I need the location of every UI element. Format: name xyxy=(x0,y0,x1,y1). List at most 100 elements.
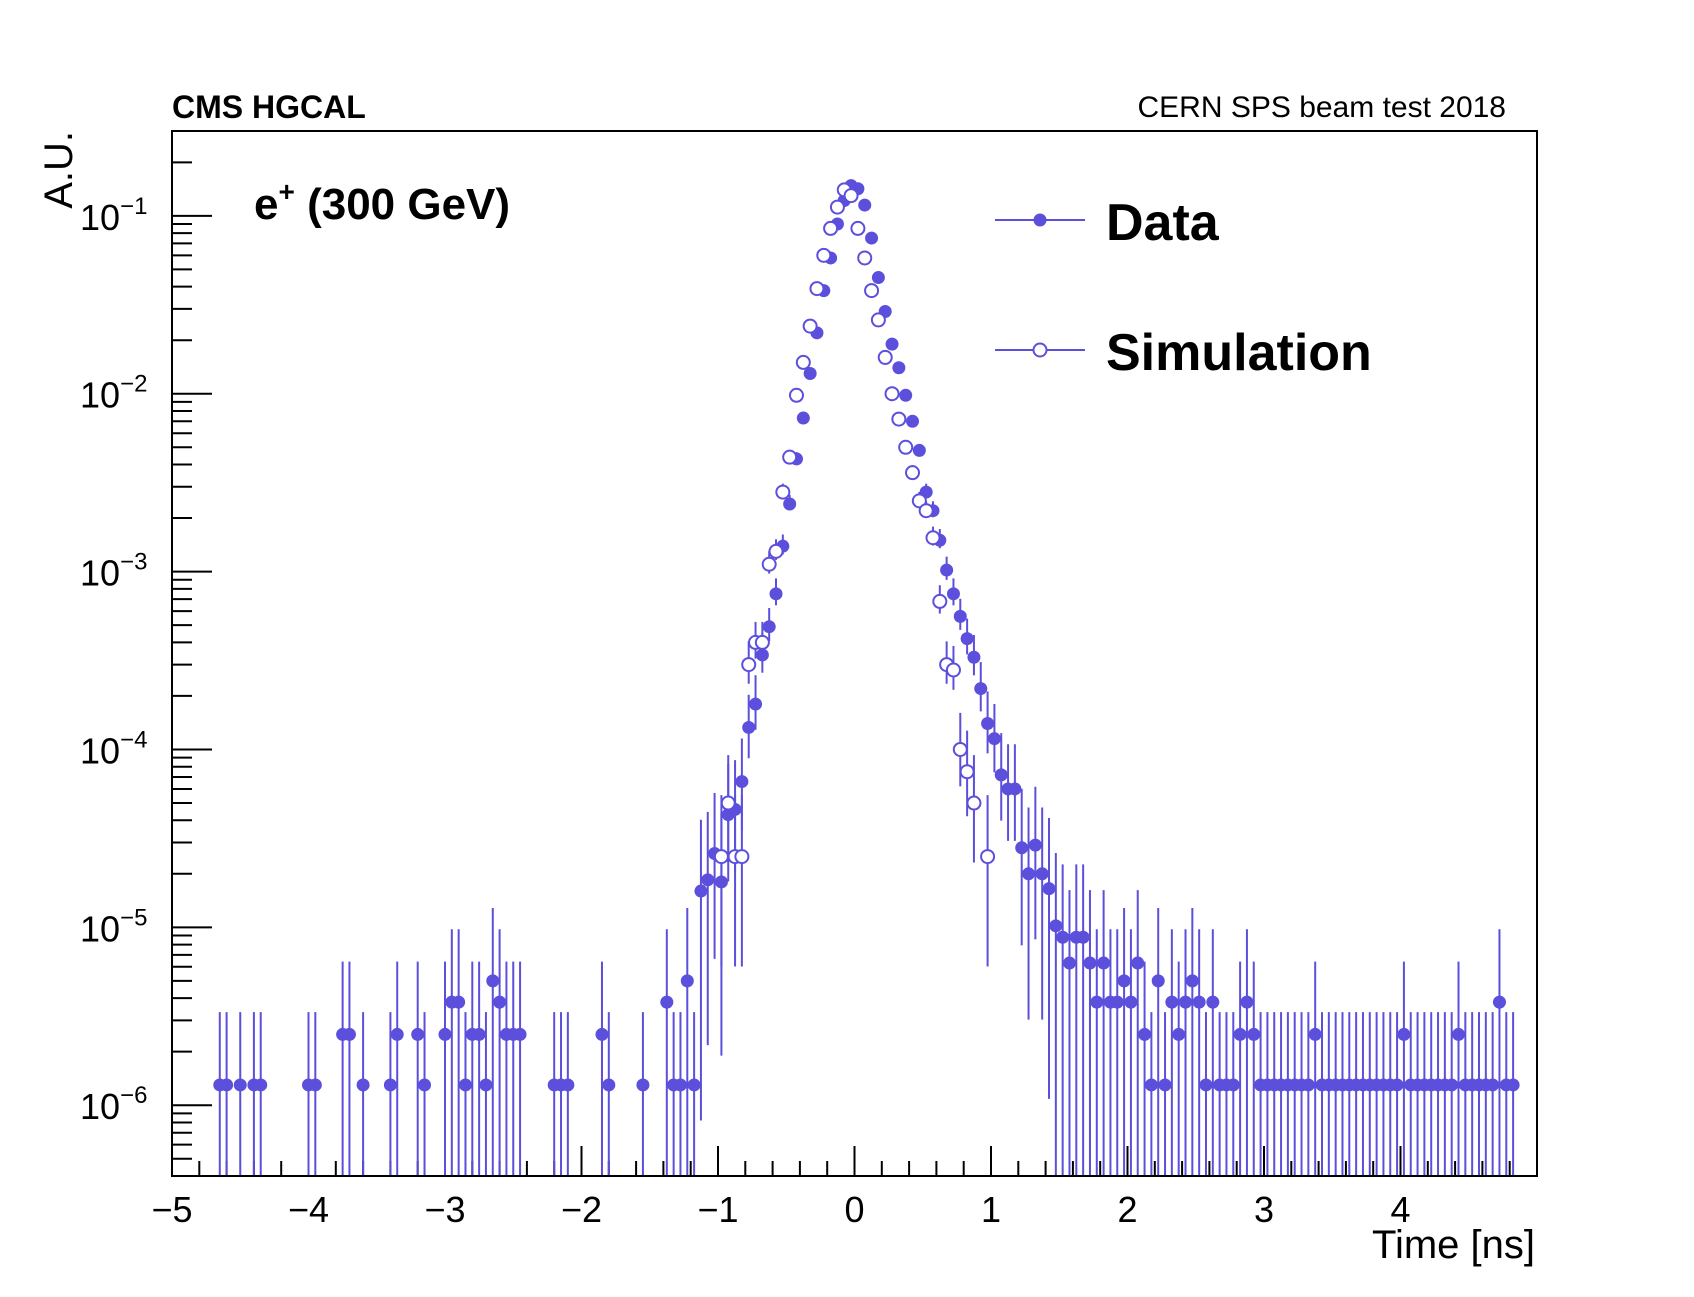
data-point xyxy=(762,620,776,634)
data-point xyxy=(1492,995,1506,1009)
data-point xyxy=(1144,1078,1158,1092)
data-point xyxy=(1117,974,1131,988)
simulation-point xyxy=(911,493,927,509)
data-point xyxy=(513,1027,527,1041)
simulation-point xyxy=(932,593,948,609)
data-point xyxy=(438,1027,452,1041)
data-point xyxy=(1008,782,1022,796)
y-tick-label-base: 10 xyxy=(80,197,120,238)
data-point xyxy=(1301,1078,1315,1092)
y-tick-label: 10−6 xyxy=(80,1082,147,1127)
data-point xyxy=(1192,995,1206,1009)
x-tick-label: 2 xyxy=(1117,1189,1137,1230)
simulation-point xyxy=(816,247,832,263)
data-point xyxy=(356,1078,370,1092)
data-point xyxy=(735,775,749,789)
data-point xyxy=(871,271,885,285)
simulation-point xyxy=(823,220,839,236)
data-point xyxy=(561,1078,575,1092)
data-point xyxy=(1076,930,1090,944)
data-point xyxy=(390,1027,404,1041)
x-axis-tick-labels: −5 −4 −3 −2 −1 0 1 2 3 4 xyxy=(151,1189,1410,1230)
data-point xyxy=(220,1078,234,1092)
y-tick-label-exponent: −5 xyxy=(120,904,147,931)
simulation-point xyxy=(788,387,804,403)
data-point xyxy=(1097,956,1111,970)
data-point xyxy=(1124,995,1138,1009)
data-point xyxy=(694,884,708,898)
data-point xyxy=(233,1078,247,1092)
data-point xyxy=(1015,841,1029,855)
y-tick-label-exponent: −1 xyxy=(120,193,147,220)
data-point xyxy=(940,563,954,577)
x-tick-label: 3 xyxy=(1254,1189,1274,1230)
simulation-point xyxy=(850,220,866,236)
x-axis-label: Time [ns] xyxy=(1372,1223,1535,1267)
data-point xyxy=(865,231,879,245)
data-point xyxy=(1179,995,1193,1009)
y-tick-label: 10−1 xyxy=(80,193,147,238)
data-point xyxy=(479,1078,493,1092)
simulation-point xyxy=(877,349,893,365)
x-tick-label: 1 xyxy=(981,1189,1001,1230)
data-point xyxy=(1185,974,1199,988)
simulation-point xyxy=(870,312,886,328)
legend-simulation-label: Simulation xyxy=(1106,324,1372,382)
chart-title-left: CMS HGCAL xyxy=(172,89,366,125)
data-point xyxy=(967,650,981,664)
data-point xyxy=(411,1027,425,1041)
y-tick-label: 10−3 xyxy=(80,549,147,594)
x-axis-ticks xyxy=(171,1146,1538,1176)
data-point xyxy=(1158,1078,1172,1092)
data-point xyxy=(1397,1027,1411,1041)
y-tick-label-exponent: −3 xyxy=(120,549,147,576)
data-point xyxy=(1206,995,1220,1009)
data-point xyxy=(1452,1027,1466,1041)
data-point xyxy=(701,873,715,887)
data-point xyxy=(452,995,466,1009)
data-point xyxy=(892,361,906,375)
simulation-point xyxy=(898,439,914,455)
data-point xyxy=(1240,995,1254,1009)
chart-title-right: CERN SPS beam test 2018 xyxy=(1137,91,1506,124)
simulation-point xyxy=(768,543,784,559)
data-point xyxy=(308,1078,322,1092)
y-tick-label-base: 10 xyxy=(80,908,120,949)
data-point xyxy=(673,1078,687,1092)
data-point xyxy=(595,1027,609,1041)
data-point xyxy=(1131,956,1145,970)
beam-annotation-sup: + xyxy=(278,176,294,207)
data-point xyxy=(1049,919,1063,933)
simulation-point xyxy=(843,188,859,204)
data-point xyxy=(1165,995,1179,1009)
x-tick-label: −3 xyxy=(424,1189,465,1230)
simulation-point xyxy=(802,318,818,334)
data-point xyxy=(783,497,797,511)
data-point xyxy=(1151,974,1165,988)
simulation-point xyxy=(782,449,798,465)
data-point xyxy=(1083,956,1097,970)
y-tick-label-exponent: −6 xyxy=(120,1082,147,1109)
data-point xyxy=(946,587,960,601)
simulation-point xyxy=(809,281,825,297)
y-tick-label-base: 10 xyxy=(80,730,120,771)
data-point xyxy=(254,1078,268,1092)
legend-data-label: Data xyxy=(1106,194,1220,252)
data-point xyxy=(1445,1078,1459,1092)
data-point xyxy=(953,609,967,623)
x-tick-label: 4 xyxy=(1390,1189,1410,1230)
data-point xyxy=(687,1078,701,1092)
simulation-point xyxy=(857,250,873,266)
data-point xyxy=(885,337,899,351)
series-simulation xyxy=(713,182,996,967)
data-point xyxy=(1506,1078,1520,1092)
simulation-point xyxy=(720,795,736,811)
data-point xyxy=(1028,838,1042,852)
simulation-point xyxy=(891,411,907,427)
data-point xyxy=(906,414,920,428)
y-tick-label-base: 10 xyxy=(80,1086,120,1127)
data-point xyxy=(1172,1027,1186,1041)
data-point xyxy=(1022,867,1036,881)
simulation-point xyxy=(905,465,921,481)
plot-frame xyxy=(171,130,1538,1177)
